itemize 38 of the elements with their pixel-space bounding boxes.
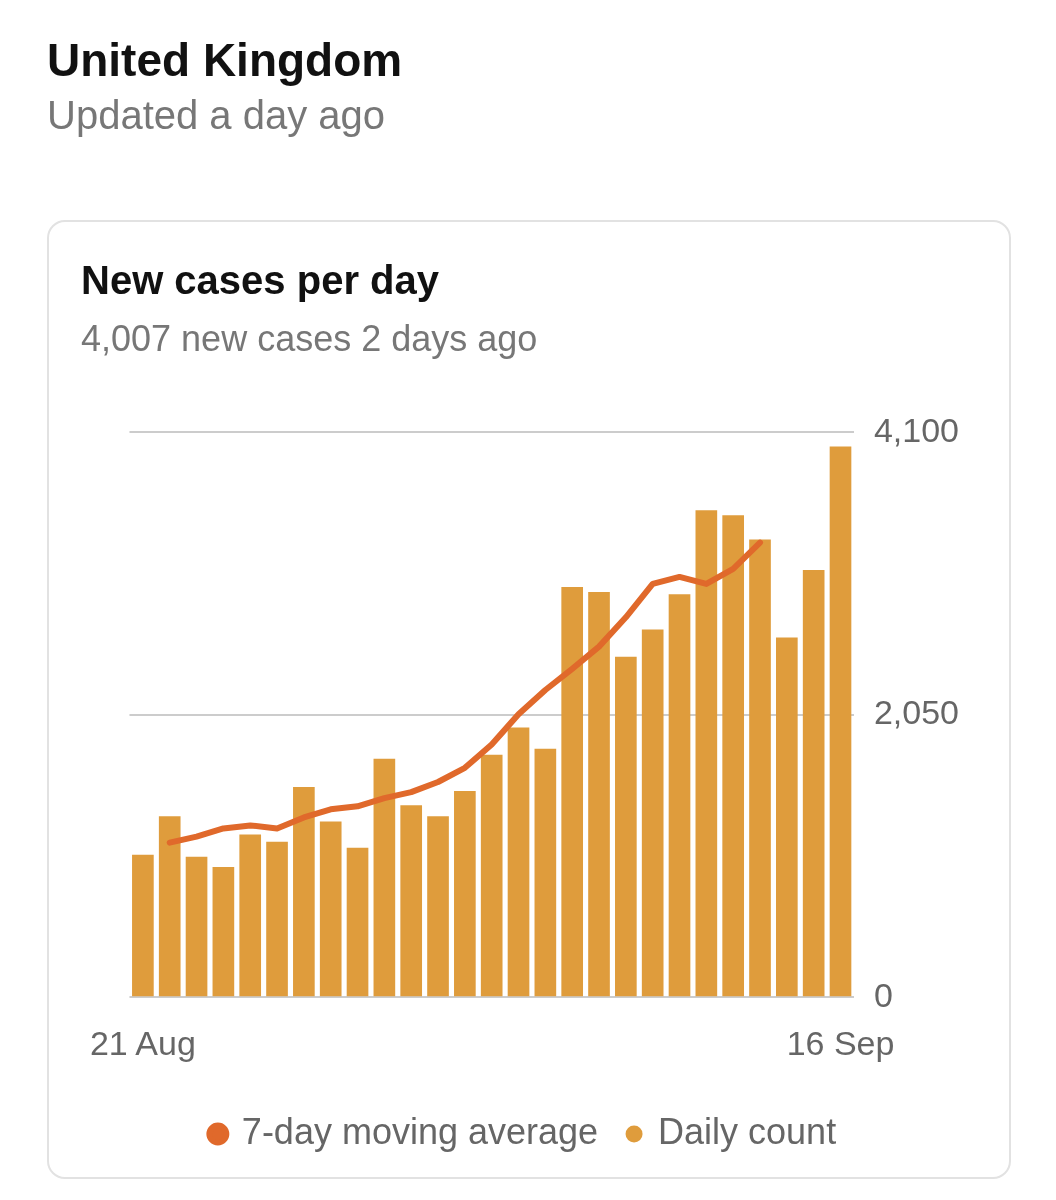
bar bbox=[722, 515, 745, 997]
y-tick-label: 2,050 bbox=[873, 693, 960, 732]
bar bbox=[319, 821, 342, 997]
bar bbox=[588, 592, 610, 997]
chart-subtitle: 4,007 new cases 2 days ago bbox=[81, 318, 538, 360]
bar bbox=[480, 754, 503, 997]
bar bbox=[266, 841, 288, 997]
bar bbox=[507, 727, 530, 997]
y-tick-label: 0 bbox=[873, 975, 893, 1014]
bar bbox=[615, 656, 637, 997]
y-tick-label: 4,100 bbox=[873, 410, 960, 449]
bar bbox=[749, 539, 771, 997]
bar bbox=[668, 594, 691, 997]
legend-label: Daily count bbox=[658, 1110, 837, 1152]
bar bbox=[561, 586, 584, 997]
bar bbox=[346, 847, 369, 997]
bar bbox=[185, 856, 208, 997]
bar bbox=[158, 816, 181, 997]
bar bbox=[534, 748, 557, 997]
bar bbox=[400, 805, 423, 997]
text: Updated a day ago bbox=[47, 91, 387, 139]
bar bbox=[829, 446, 852, 997]
bar bbox=[776, 637, 798, 997]
x-tick-label: 16 Sep bbox=[786, 1023, 895, 1062]
bar bbox=[427, 816, 449, 997]
chart-title: New cases per day bbox=[81, 258, 439, 303]
x-tick-label: 21 Aug bbox=[89, 1023, 196, 1062]
bar bbox=[293, 787, 315, 997]
bar bbox=[641, 629, 664, 997]
bar bbox=[802, 569, 825, 997]
bar bbox=[454, 791, 476, 997]
bar bbox=[132, 854, 154, 997]
bar bbox=[695, 510, 718, 997]
text: United Kingdom bbox=[47, 33, 403, 88]
bar bbox=[212, 866, 235, 997]
legend-label: 7-day moving average bbox=[241, 1110, 599, 1152]
bar bbox=[239, 834, 262, 997]
bar bbox=[373, 758, 396, 997]
